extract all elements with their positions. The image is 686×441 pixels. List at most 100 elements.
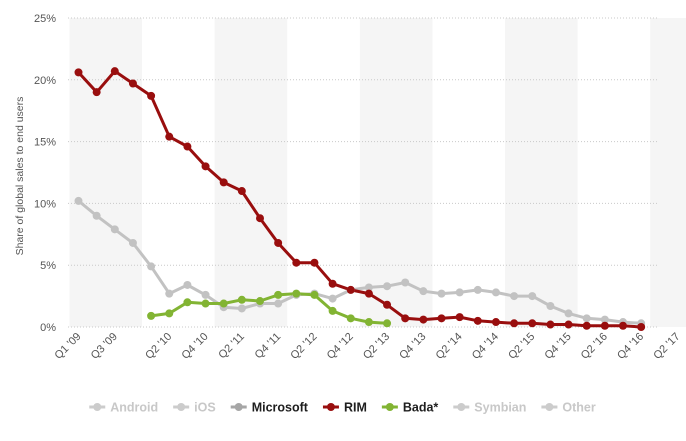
data-point-rim[interactable] [582, 321, 591, 330]
data-point-microsoft[interactable] [455, 288, 464, 297]
data-point-rim[interactable] [165, 132, 174, 141]
data-point-rim[interactable] [292, 258, 301, 267]
data-point-bada[interactable] [328, 306, 337, 315]
legend-swatch-marker [545, 403, 554, 411]
data-point-microsoft[interactable] [364, 283, 373, 292]
data-point-microsoft[interactable] [582, 314, 591, 323]
data-point-microsoft[interactable] [600, 315, 609, 324]
data-point-bada[interactable] [237, 295, 246, 304]
data-point-bada[interactable] [256, 297, 264, 306]
data-point-rim[interactable] [183, 142, 192, 151]
year-band [505, 18, 578, 327]
legend-item-ios[interactable]: iOS [173, 401, 216, 415]
data-point-microsoft[interactable] [274, 299, 283, 308]
data-point-bada[interactable] [147, 311, 156, 320]
year-band [650, 18, 686, 327]
data-point-rim[interactable] [455, 313, 464, 322]
legend-label: Bada* [403, 401, 439, 415]
data-point-microsoft[interactable] [401, 278, 410, 287]
x-tick-label: Q3 '09 [89, 331, 120, 362]
legend-item-symbian[interactable]: Symbian [453, 401, 526, 415]
legend-label: iOS [194, 401, 216, 415]
data-point-rim[interactable] [256, 214, 264, 223]
x-tick-label: Q4 '11 [253, 331, 284, 362]
data-point-microsoft[interactable] [201, 290, 210, 299]
year-band [69, 18, 143, 327]
data-point-rim[interactable] [364, 289, 373, 298]
data-point-rim[interactable] [92, 88, 101, 97]
data-point-microsoft[interactable] [147, 262, 156, 271]
data-point-rim[interactable] [419, 315, 428, 324]
data-point-rim[interactable] [401, 314, 410, 323]
legend-label: Android [110, 401, 158, 415]
data-point-rim[interactable] [274, 238, 283, 247]
data-point-microsoft[interactable] [437, 289, 446, 298]
legend-item-rim[interactable]: RIM [322, 401, 367, 415]
data-point-microsoft[interactable] [546, 301, 555, 310]
data-point-microsoft[interactable] [128, 238, 137, 247]
data-point-rim[interactable] [147, 91, 156, 100]
data-point-microsoft[interactable] [183, 280, 192, 289]
data-point-rim[interactable] [346, 285, 355, 294]
data-point-rim[interactable] [510, 319, 519, 328]
background-bands [69, 18, 686, 327]
data-point-microsoft[interactable] [165, 289, 174, 298]
data-point-bada[interactable] [383, 319, 392, 328]
data-point-microsoft[interactable] [510, 292, 519, 301]
data-point-rim[interactable] [473, 316, 482, 325]
data-point-rim[interactable] [637, 323, 646, 331]
data-point-rim[interactable] [528, 319, 537, 328]
data-point-rim[interactable] [237, 187, 246, 196]
y-tick-label: 25% [34, 13, 56, 25]
data-point-bada[interactable] [201, 299, 210, 308]
data-point-microsoft[interactable] [328, 294, 337, 303]
data-point-bada[interactable] [364, 318, 373, 327]
data-point-rim[interactable] [564, 320, 573, 329]
data-point-rim[interactable] [328, 279, 337, 288]
data-point-microsoft[interactable] [237, 304, 246, 313]
data-point-rim[interactable] [383, 300, 392, 309]
x-tick-label: Q2 '17 [651, 331, 682, 362]
legend-item-other[interactable]: Other [541, 401, 596, 415]
x-tick-label: Q4 '16 [615, 331, 646, 362]
x-tick-label: Q2 '12 [288, 331, 319, 362]
data-point-microsoft[interactable] [491, 288, 500, 297]
x-axis-ticks: Q1 '09 Q3 '09 Q2 '10 Q4 '10 Q2 '11 Q4 '11 Q2 '… [52, 331, 682, 362]
data-point-rim[interactable] [546, 320, 555, 329]
y-tick-label: 15% [34, 137, 56, 149]
data-point-rim[interactable] [219, 178, 228, 187]
data-point-bada[interactable] [274, 290, 283, 299]
data-point-bada[interactable] [346, 314, 355, 323]
x-tick-label: Q4 '10 [180, 331, 211, 362]
data-point-rim[interactable] [128, 79, 137, 88]
legend-label: Other [562, 401, 595, 415]
data-point-rim[interactable] [619, 321, 627, 330]
data-point-bada[interactable] [310, 290, 319, 299]
data-point-microsoft[interactable] [564, 309, 573, 318]
data-point-microsoft[interactable] [383, 282, 392, 291]
data-point-microsoft[interactable] [110, 225, 119, 234]
data-point-rim[interactable] [201, 162, 210, 171]
legend-item-microsoft[interactable]: Microsoft [230, 401, 309, 415]
data-point-microsoft[interactable] [473, 285, 482, 294]
data-point-bada[interactable] [183, 298, 192, 307]
data-point-microsoft[interactable] [419, 287, 428, 296]
data-point-rim[interactable] [110, 67, 119, 76]
data-point-microsoft[interactable] [74, 196, 83, 205]
legend-item-android[interactable]: Android [89, 401, 158, 415]
y-axis-title: Share of global sales to end users [14, 97, 26, 256]
data-point-microsoft[interactable] [528, 292, 537, 301]
data-point-rim[interactable] [437, 314, 446, 323]
year-band [214, 18, 288, 327]
data-point-rim[interactable] [74, 68, 83, 77]
data-point-rim[interactable] [491, 318, 500, 327]
legend-item-bada[interactable]: Bada* [381, 401, 439, 415]
data-point-rim[interactable] [310, 258, 319, 267]
data-point-bada[interactable] [292, 289, 301, 298]
data-point-bada[interactable] [165, 309, 174, 318]
x-tick-label: Q1 '09 [52, 331, 83, 362]
data-point-rim[interactable] [600, 321, 609, 330]
data-point-bada[interactable] [219, 299, 228, 308]
data-point-microsoft[interactable] [92, 211, 101, 220]
